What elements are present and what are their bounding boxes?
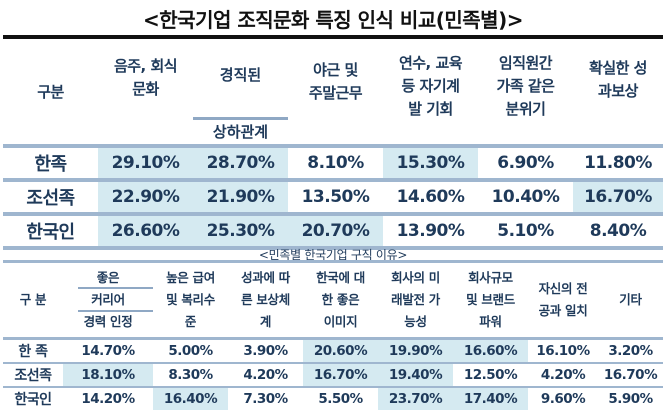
header-sub-divider <box>78 310 153 312</box>
header-sub-divider <box>78 287 153 289</box>
header-drinking-culture: 음주, 회식 문화 <box>113 57 178 98</box>
table-cell: 18.10% <box>63 364 153 386</box>
row-label: 한 족 <box>18 344 48 360</box>
table-cell: 8.40% <box>589 221 647 241</box>
row-label: 한족 <box>34 154 67 175</box>
table-cell: 8.10% <box>307 153 364 173</box>
table-cell: 10.40% <box>491 187 560 207</box>
row-rule <box>3 212 663 216</box>
table-cell: 16.40% <box>153 388 228 410</box>
table-cell: 14.60% <box>396 187 465 207</box>
table2-top-rule <box>3 260 663 263</box>
table-cell: 21.90% <box>193 182 288 212</box>
table-cell: 13.90% <box>396 221 465 241</box>
header-rigid-bottom: 상하관계 <box>212 123 269 141</box>
page-title: <한국기업 조직문화 특징 인식 비교(민족별)> <box>143 8 523 32</box>
table-row: 조선족 22.90% 21.90% 13.50% 14.60% 10.40% 16.70% <box>3 182 663 212</box>
row-rule <box>3 362 663 364</box>
table-cell: 8.30% <box>168 367 213 383</box>
section-subtitle: <민족별 한국기업 구직 이유> <box>258 248 408 262</box>
table-cell: 22.90% <box>98 182 193 212</box>
table-cell: 5.00% <box>168 343 213 359</box>
header-other: 기타 <box>619 292 642 307</box>
table-cell: 17.40% <box>453 388 528 410</box>
row-rule <box>3 246 663 250</box>
row-label: 한국인 <box>14 392 52 408</box>
table-cell: 3.90% <box>243 343 288 359</box>
header-brand-power: 회사규모 및 브랜드 파워 <box>466 270 515 329</box>
header-salary: 높은 급여 및 복리수 준 <box>166 270 215 329</box>
table-cell: 13.50% <box>301 187 370 207</box>
table-row: 한국인 26.60% 25.30% 20.70% 13.90% 5.10% 8.40% <box>3 216 663 246</box>
header-rigid-top: 경직된 <box>219 66 262 84</box>
header-major-match: 자신의 전 공과 일치 <box>538 281 588 318</box>
header-category: 구 분 <box>19 292 47 307</box>
table-cell: 14.70% <box>81 343 135 359</box>
header-family-atmosphere: 임직원간 가족 같은 분위기 <box>496 53 555 118</box>
table-cell: 29.10% <box>98 148 193 178</box>
table-cell: 11.80% <box>584 153 652 173</box>
table-cell: 16.60% <box>453 340 528 362</box>
table-cell: 7.30% <box>243 391 288 407</box>
title-divider <box>3 35 663 39</box>
table-cell: 4.20% <box>243 367 288 383</box>
table-cell: 15.30% <box>383 148 478 178</box>
table-cell: 20.60% <box>303 340 378 362</box>
header-rule <box>3 337 663 340</box>
table-row: 한국인 14.20% 16.40% 7.30% 5.50% 23.70% 17.40% 9.6… <box>3 388 663 410</box>
table-row: 한족 29.10% 28.70% 8.10% 15.30% 6.90% 11.80% <box>3 148 663 178</box>
table-cell: 6.90% <box>497 153 554 173</box>
table-cell: 16.70% <box>603 367 658 383</box>
table-cell: 4.20% <box>540 367 586 383</box>
row-rule <box>3 386 663 388</box>
table-header: 구분 음주, 회식 문화 경직된 상하관계 야근 및 주말근무 연수, 교육 등 자기… <box>3 40 663 144</box>
table-cell: 28.70% <box>193 148 288 178</box>
header-overtime: 야근 및 주말근무 <box>308 61 363 102</box>
table-cell: 12.50% <box>463 367 518 383</box>
table-cell: 19.40% <box>378 364 453 386</box>
table-row: 조선족 18.10% 8.30% 4.20% 16.70% 19.40% 12.50% 4.2… <box>3 364 663 386</box>
header-performance-reward: 확실한 성 과보상 <box>589 59 647 100</box>
table-cell: 19.90% <box>378 340 453 362</box>
row-label: 한국인 <box>26 222 75 243</box>
table-cell: 23.70% <box>378 388 453 410</box>
row-label: 조선족 <box>26 188 75 209</box>
table-cell: 3.20% <box>608 343 653 359</box>
table-cell: 9.60% <box>540 391 586 407</box>
table-cell: 14.20% <box>81 391 135 407</box>
header-training: 연수, 교육 등 자기계 발 기회 <box>398 53 463 118</box>
header-company-future: 회사의 미 래발전 가 능성 <box>391 270 440 329</box>
header-category: 구분 <box>37 82 64 101</box>
table-cell: 16.70% <box>303 364 378 386</box>
table-cell: 26.60% <box>98 216 193 246</box>
table-cell: 5.90% <box>608 391 653 407</box>
table-cell: 5.50% <box>318 391 363 407</box>
header-rule <box>3 144 663 148</box>
header-sub-divider <box>193 117 288 120</box>
table-cell: 5.10% <box>497 221 554 241</box>
table-row: 한 족 14.70% 5.00% 3.90% 20.60% 19.90% 16.60% 16.… <box>3 340 663 362</box>
table-cell: 16.70% <box>573 182 663 212</box>
culture-perception-table: 구분 음주, 회식 문화 경직된 상하관계 야근 및 주말근무 연수, 교육 등 자기… <box>3 40 663 250</box>
table-cell: 16.10% <box>536 343 590 359</box>
row-rule <box>3 178 663 182</box>
table-cell: 25.30% <box>193 216 288 246</box>
row-label: 조선족 <box>14 368 52 384</box>
table-cell: 20.70% <box>288 216 383 246</box>
header-career: 좋은 커리어 경력 인정 <box>83 270 133 329</box>
